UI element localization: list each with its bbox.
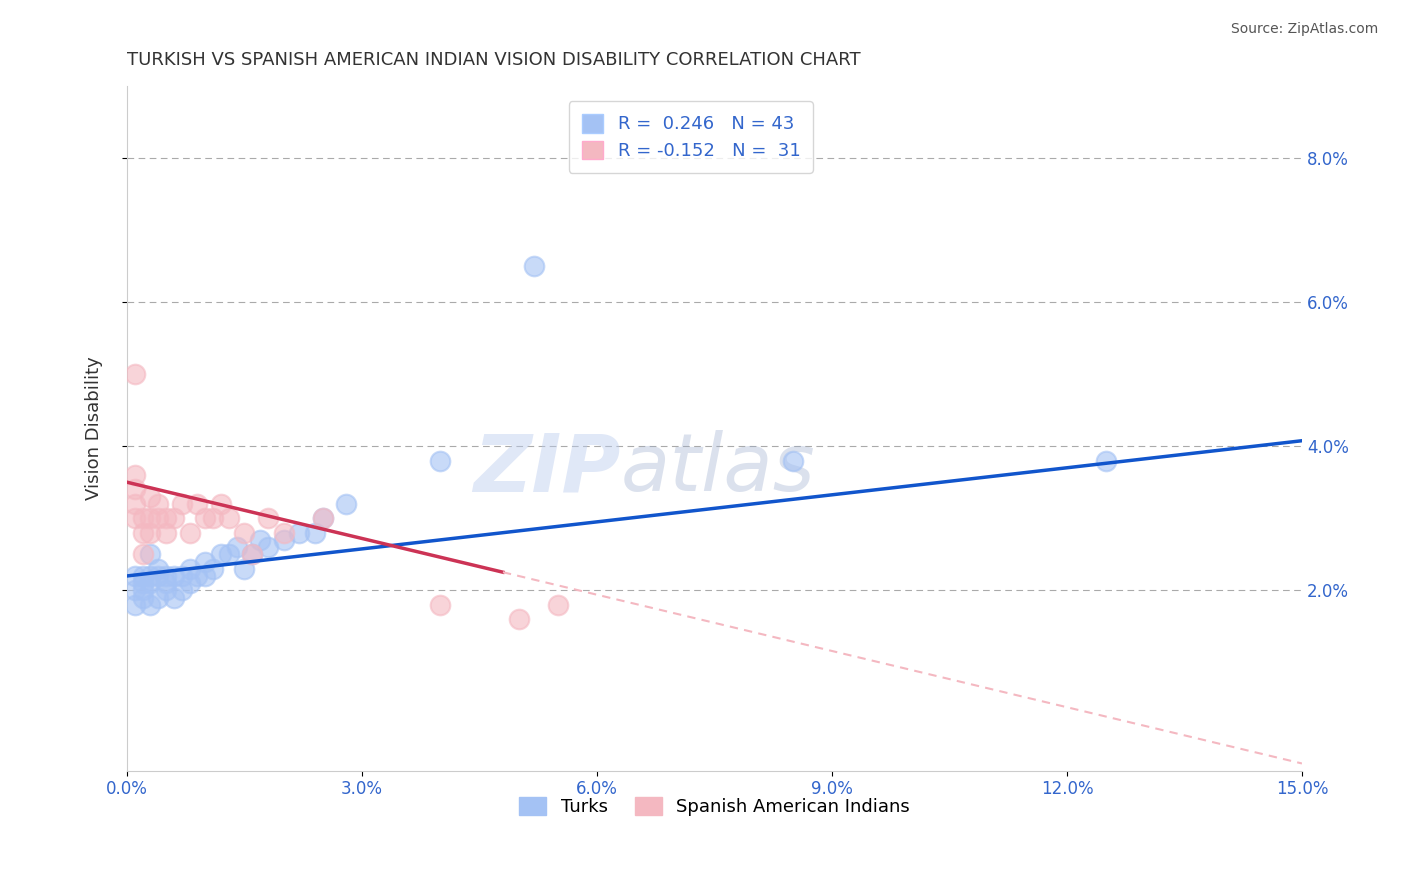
Point	[124, 569, 146, 583]
Point	[225, 540, 247, 554]
Point	[124, 497, 146, 511]
Point	[312, 511, 335, 525]
Point	[131, 569, 153, 583]
Point	[163, 511, 186, 525]
Point	[131, 547, 153, 561]
Point	[139, 547, 162, 561]
Point	[194, 511, 217, 525]
Text: TURKISH VS SPANISH AMERICAN INDIAN VISION DISABILITY CORRELATION CHART: TURKISH VS SPANISH AMERICAN INDIAN VISIO…	[127, 51, 860, 69]
Point	[186, 569, 208, 583]
Point	[131, 576, 153, 591]
Text: ZIP: ZIP	[472, 430, 620, 508]
Point	[155, 583, 177, 598]
Point	[523, 259, 546, 273]
Point	[233, 562, 256, 576]
Point	[209, 547, 232, 561]
Point	[1095, 453, 1118, 467]
Point	[312, 511, 335, 525]
Point	[139, 525, 162, 540]
Point	[508, 612, 530, 626]
Point	[139, 511, 162, 525]
Point	[124, 483, 146, 497]
Point	[429, 453, 451, 467]
Point	[124, 367, 146, 381]
Point	[218, 547, 240, 561]
Point	[148, 511, 170, 525]
Point	[139, 569, 162, 583]
Point	[155, 576, 177, 591]
Point	[186, 497, 208, 511]
Point	[170, 569, 193, 583]
Point	[155, 511, 177, 525]
Point	[240, 547, 263, 561]
Point	[155, 525, 177, 540]
Point	[139, 490, 162, 504]
Point	[194, 555, 217, 569]
Point	[155, 569, 177, 583]
Point	[124, 467, 146, 482]
Point	[163, 591, 186, 605]
Point	[288, 525, 311, 540]
Point	[179, 525, 201, 540]
Y-axis label: Vision Disability: Vision Disability	[86, 356, 103, 500]
Point	[124, 598, 146, 612]
Point	[218, 511, 240, 525]
Point	[240, 547, 263, 561]
Point	[131, 591, 153, 605]
Point	[782, 453, 804, 467]
Text: atlas: atlas	[620, 430, 815, 508]
Point	[257, 511, 280, 525]
Point	[429, 598, 451, 612]
Point	[148, 562, 170, 576]
Point	[304, 525, 326, 540]
Point	[139, 598, 162, 612]
Point	[148, 497, 170, 511]
Point	[179, 562, 201, 576]
Point	[194, 569, 217, 583]
Point	[202, 511, 225, 525]
Point	[249, 533, 271, 547]
Point	[170, 583, 193, 598]
Point	[273, 525, 295, 540]
Point	[124, 511, 146, 525]
Point	[335, 497, 357, 511]
Point	[209, 497, 232, 511]
Point	[170, 497, 193, 511]
Point	[139, 576, 162, 591]
Point	[257, 540, 280, 554]
Point	[202, 562, 225, 576]
Point	[163, 569, 186, 583]
Point	[233, 525, 256, 540]
Point	[547, 598, 569, 612]
Point	[131, 525, 153, 540]
Point	[124, 583, 146, 598]
Point	[131, 511, 153, 525]
Point	[179, 576, 201, 591]
Point	[148, 591, 170, 605]
Text: Source: ZipAtlas.com: Source: ZipAtlas.com	[1230, 22, 1378, 37]
Point	[131, 583, 153, 598]
Point	[273, 533, 295, 547]
Legend: Turks, Spanish American Indians: Turks, Spanish American Indians	[512, 789, 917, 823]
Point	[148, 569, 170, 583]
